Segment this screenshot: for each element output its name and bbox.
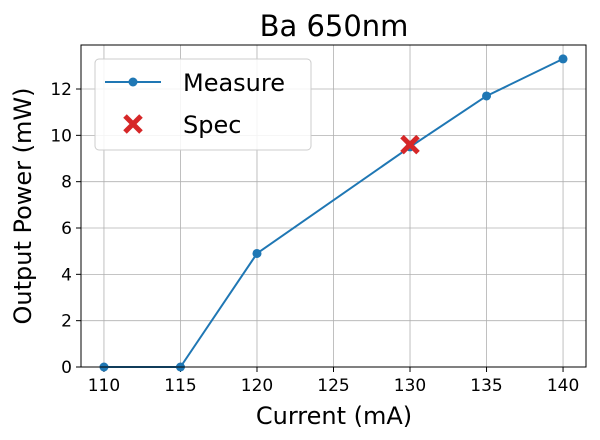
x-axis-title: Current (mA): [256, 402, 412, 430]
y-tick-label: 12: [50, 80, 72, 100]
y-tick-label: 4: [61, 265, 72, 285]
y-tick-label: 8: [61, 173, 72, 193]
y-axis-title: Output Power (mW): [9, 87, 37, 324]
measure-point: [482, 91, 492, 101]
y-tick-label: 6: [61, 219, 72, 239]
legend-entry-measure: Measure: [105, 69, 285, 97]
legend-spec-label: Spec: [183, 111, 241, 139]
measure-point: [558, 54, 568, 64]
x-tick-label: 125: [317, 376, 349, 396]
x-tick-label: 140: [547, 376, 579, 396]
spec-point: [400, 134, 420, 155]
plot-frame: [80, 44, 587, 368]
x-tick-label: 135: [470, 376, 502, 396]
legend: Measure Spec: [94, 58, 312, 151]
legend-entry-spec: Spec: [123, 111, 241, 139]
legend-measure-marker: [128, 77, 138, 87]
y-tick-label: 2: [61, 312, 72, 332]
x-tick-label: 130: [394, 376, 426, 396]
x-tick-label: 115: [164, 376, 196, 396]
x-tick-label: 110: [88, 376, 120, 396]
y-tick-label: 10: [50, 126, 72, 146]
measure-point: [252, 248, 262, 258]
axis-ticks: 110 115 120 125 130 135 140 0 2 4 6 8 10 12: [50, 80, 579, 396]
legend-spec-marker: [123, 114, 143, 134]
legend-measure-label: Measure: [183, 69, 285, 97]
y-tick-label: 0: [61, 358, 72, 378]
x-tick-label: 120: [241, 376, 273, 396]
chart-title: Ba 650nm: [260, 9, 409, 43]
